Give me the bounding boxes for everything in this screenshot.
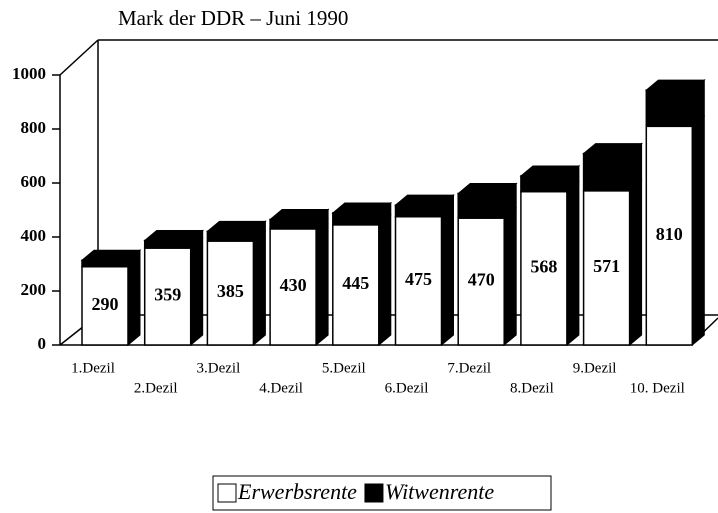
bar — [269, 228, 317, 346]
legend-label: Witwenrente — [385, 479, 494, 504]
data-label: 138 — [595, 162, 618, 178]
data-label: 134 — [658, 98, 681, 114]
data-label: 470 — [468, 270, 495, 290]
x-tick-label: 8.Dezil — [510, 380, 554, 396]
bar — [457, 217, 505, 346]
bar-side — [315, 217, 329, 347]
bar — [81, 265, 129, 346]
x-tick-label: 3.Dezil — [197, 360, 241, 376]
bar-side — [566, 180, 580, 347]
bar — [645, 89, 694, 128]
data-label: 35 — [286, 214, 301, 230]
bar-side — [252, 229, 266, 347]
data-label: 568 — [530, 256, 557, 276]
bar — [394, 204, 443, 218]
data-label: 430 — [280, 275, 307, 295]
bar — [143, 247, 192, 346]
data-label: 91 — [474, 195, 489, 211]
data-label: 44 — [348, 208, 364, 224]
y-tick-label: 1000 — [12, 64, 46, 83]
data-label: 58 — [536, 173, 551, 189]
data-label: 290 — [92, 294, 119, 314]
bar-side — [441, 205, 454, 347]
data-label: 385 — [217, 281, 244, 301]
data-label: 445 — [342, 273, 369, 293]
legend-swatch — [217, 483, 237, 503]
x-tick-label: 2.Dezil — [134, 380, 178, 396]
legend-label: Erwerbsrente — [237, 479, 357, 504]
y-tick-label: 0 — [38, 334, 47, 353]
bar — [206, 230, 255, 242]
bar — [332, 212, 380, 226]
x-tick-label: 5.Dezil — [322, 360, 366, 376]
x-tick-label: 7.Dezil — [447, 360, 491, 376]
x-tick-label: 1.Dezil — [71, 360, 115, 376]
bar-side — [691, 115, 705, 347]
bar — [520, 190, 568, 346]
data-label: 571 — [593, 256, 620, 276]
x-tick-label: 4.Dezil — [259, 380, 303, 396]
data-label: 28 — [160, 234, 175, 250]
bar — [457, 192, 505, 219]
bar-side — [503, 207, 517, 347]
x-tick-label: 9.Dezil — [573, 360, 617, 376]
data-label: 24 — [98, 253, 114, 269]
data-label: 359 — [154, 285, 181, 305]
bar — [81, 259, 129, 268]
data-label: 810 — [656, 224, 683, 244]
bar — [520, 175, 568, 193]
y-tick-label: 200 — [21, 280, 47, 299]
y-tick-label: 600 — [21, 172, 47, 191]
bar — [269, 218, 317, 230]
bar — [582, 152, 631, 192]
bar-side — [629, 179, 643, 347]
bar-side — [190, 237, 204, 347]
y-tick-label: 800 — [21, 118, 47, 137]
bar — [582, 190, 631, 346]
chart-title: Mark der DDR – Juni 1990 — [118, 6, 348, 30]
bar — [143, 239, 192, 249]
bar — [332, 224, 380, 346]
x-tick-label: 6.Dezil — [385, 380, 429, 396]
bar-side — [127, 255, 141, 347]
y-tick-label: 400 — [21, 226, 47, 245]
legend-box — [212, 475, 552, 511]
data-label: 475 — [405, 269, 432, 289]
data-label: 36 — [223, 226, 239, 242]
x-tick-label: 10. Dezil — [630, 380, 685, 396]
bar-side — [378, 213, 392, 347]
legend-swatch — [364, 483, 384, 503]
data-label: 43 — [411, 200, 426, 216]
bar — [206, 240, 255, 346]
